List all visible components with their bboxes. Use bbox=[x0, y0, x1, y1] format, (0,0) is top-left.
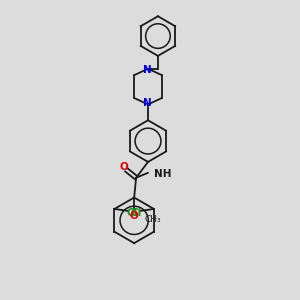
Text: N: N bbox=[143, 65, 152, 75]
Text: O: O bbox=[120, 162, 129, 172]
Text: Cl: Cl bbox=[127, 208, 138, 218]
Text: N: N bbox=[143, 98, 152, 108]
Text: CH₃: CH₃ bbox=[144, 215, 161, 224]
Text: NH: NH bbox=[154, 169, 172, 179]
Text: Cl: Cl bbox=[130, 208, 142, 218]
Text: O: O bbox=[130, 212, 139, 221]
